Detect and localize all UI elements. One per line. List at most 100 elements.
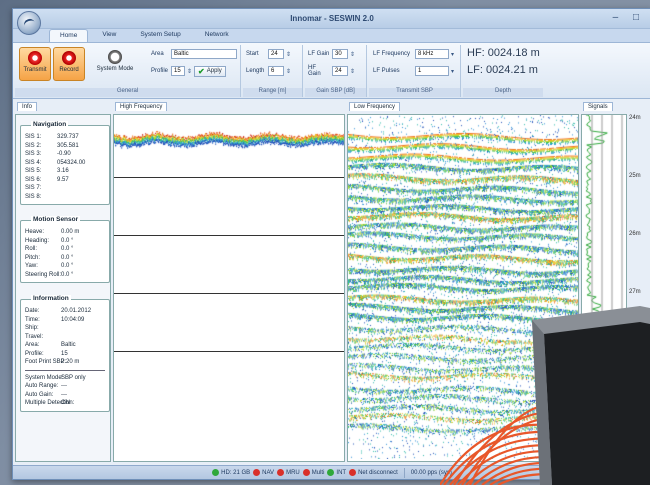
- status-dot-icon: [277, 469, 285, 476]
- grid-line: [114, 293, 344, 294]
- depth-tick-label: 26m: [629, 231, 641, 237]
- group-transmit-sbp-label: Transmit SBP: [369, 88, 460, 97]
- tab-low-frequency[interactable]: Low Frequency: [349, 102, 401, 111]
- tab-info[interactable]: Info: [17, 102, 38, 111]
- info-row: Heading: 0.0 °: [25, 237, 105, 246]
- lf-depth-readout: LF: 0024.21 m: [467, 64, 538, 76]
- status-dot-icon: [327, 469, 335, 476]
- lf-gain-row: LF Gain 30 ⇕: [308, 49, 356, 59]
- apply-button[interactable]: ✔ Apply: [194, 65, 226, 77]
- info-row: Profile: 15: [25, 350, 105, 359]
- info-row: Area: Baltic: [25, 341, 105, 350]
- info-key: SIS 6:: [25, 176, 42, 183]
- signals-plot: [581, 114, 627, 462]
- status-dot-icon: [253, 469, 261, 476]
- transmit-button[interactable]: Transmit: [19, 47, 51, 81]
- hf-gain-spinner[interactable]: ⇕: [350, 68, 356, 75]
- system-mode-icon: [108, 50, 122, 64]
- depth-tick-label: 27m: [629, 289, 641, 295]
- signals-pane: Signals 24m 25m 26m 27m: [581, 101, 650, 465]
- info-value: 0.0 °: [61, 246, 74, 252]
- info-value: Baltic: [61, 342, 76, 348]
- info-row: SIS 1: 329.737: [25, 133, 105, 142]
- lf-pulses-select[interactable]: 1: [415, 66, 449, 76]
- info-key: Heading:: [25, 237, 50, 244]
- status-indicator: Multi: [302, 469, 324, 476]
- system-mode-button[interactable]: System Mode: [95, 47, 135, 81]
- chevron-down-icon[interactable]: ▾: [451, 68, 455, 75]
- motion-sensor-box: Motion Sensor Heave: 0.00 m Heading: 0.0 ° R…: [20, 216, 110, 283]
- length-input[interactable]: 6: [268, 66, 284, 76]
- info-row: SIS 2: 305.581: [25, 142, 105, 151]
- ribbon: Transmit Record System Mode Area Baltic …: [13, 43, 650, 99]
- ping-rate: 00.00 pps (sys): [410, 469, 452, 476]
- status-indicator: Net disconnect: [349, 469, 398, 476]
- info-row: Time: 10:04:09: [25, 316, 105, 325]
- app-window: Innomar - SESWIN 2.0 – □ Home View Syste…: [12, 8, 650, 480]
- info-key: SIS 5:: [25, 168, 42, 174]
- info-key: Heave:: [25, 229, 45, 235]
- group-range-label: Range [m]: [243, 88, 302, 97]
- info-row: Heave: 0.00 m: [25, 228, 105, 237]
- lf-frequency-select[interactable]: 8 kHz: [415, 49, 449, 59]
- tab-view[interactable]: View: [102, 31, 117, 38]
- info-value: 0.00 m: [61, 229, 80, 235]
- tab-home[interactable]: Home: [49, 29, 89, 42]
- chevron-down-icon[interactable]: ▾: [451, 51, 455, 58]
- info-row: Roll: 0.0 °: [25, 245, 105, 254]
- info-key: Pitch:: [25, 254, 41, 261]
- tab-signals[interactable]: Signals: [583, 102, 613, 111]
- info-row: Pitch: 0.0 °: [25, 254, 105, 263]
- info-value: 054324.00: [57, 159, 86, 166]
- check-icon: ✔: [198, 66, 205, 76]
- info-value: 10:04:09: [61, 316, 85, 323]
- start-spinner[interactable]: ⇕: [286, 51, 292, 58]
- info-key: System Mode:: [25, 374, 64, 381]
- info-value: 3.16: [57, 168, 69, 174]
- transmit-icon: [28, 51, 42, 65]
- length-row: Length 6 ⇕: [246, 66, 292, 76]
- info-value: SBP only: [61, 374, 86, 381]
- hf-echogram[interactable]: [113, 114, 345, 462]
- info-value: 15: [61, 350, 68, 357]
- lf-echogram[interactable]: [347, 114, 579, 462]
- status-dot-icon: [302, 469, 310, 476]
- area-input[interactable]: Baltic: [171, 49, 237, 59]
- info-row: SIS 8:: [25, 193, 105, 202]
- profile-spinner[interactable]: ⇕: [187, 68, 193, 75]
- status-dot-icon: [212, 469, 220, 476]
- window-controls[interactable]: – □: [612, 12, 645, 23]
- status-bar: HD: 21 GB NAV MRU Multi INT Net disconnect 00.…: [13, 465, 650, 479]
- info-key: SIS 1:: [25, 134, 42, 140]
- start-input[interactable]: 24: [268, 49, 284, 59]
- hf-gain-input[interactable]: 24: [332, 66, 348, 76]
- status-dot-icon: [349, 469, 357, 476]
- tab-high-frequency[interactable]: High Frequency: [115, 102, 168, 111]
- group-general: Transmit Record System Mode Area Baltic …: [15, 45, 241, 97]
- info-value: 305.581: [57, 142, 79, 149]
- depth-tick-label: 24m: [629, 115, 641, 121]
- info-row: Multiple Detection: ON: [25, 399, 105, 408]
- group-transmit-sbp: LF Frequency 8 kHz ▾ LF Pulses 1 ▾ Trans…: [369, 45, 461, 97]
- group-range: Start 24 ⇕ Length 6 ⇕ Range [m]: [243, 45, 303, 97]
- record-button[interactable]: Record: [53, 47, 85, 81]
- grid-line: [114, 235, 344, 236]
- info-row: SIS 3: -0.90: [25, 150, 105, 159]
- info-row: SIS 5: 3.16: [25, 167, 105, 176]
- info-key: SIS 2:: [25, 142, 42, 149]
- info-key: Yaw:: [25, 263, 38, 269]
- status-indicator: HD: 21 GB: [212, 469, 250, 476]
- length-spinner[interactable]: ⇕: [286, 68, 292, 75]
- info-key: Time:: [25, 316, 40, 323]
- lf-gain-input[interactable]: 30: [332, 49, 348, 59]
- ribbon-tabs: Home View System Setup Network: [13, 29, 650, 43]
- info-row: Travel:: [25, 333, 105, 342]
- profile-input[interactable]: 15: [171, 66, 185, 76]
- tab-system-setup[interactable]: System Setup: [140, 31, 181, 38]
- info-value: 2.20 m: [61, 359, 80, 365]
- status-indicator: INT: [327, 469, 346, 476]
- app-menu-button[interactable]: [17, 11, 41, 35]
- lf-gain-spinner[interactable]: ⇕: [350, 51, 356, 58]
- tab-network[interactable]: Network: [204, 31, 229, 38]
- area-row: Area Baltic: [151, 49, 237, 59]
